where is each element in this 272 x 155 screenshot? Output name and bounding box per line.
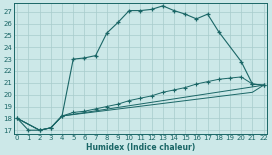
X-axis label: Humidex (Indice chaleur): Humidex (Indice chaleur) — [86, 143, 195, 152]
